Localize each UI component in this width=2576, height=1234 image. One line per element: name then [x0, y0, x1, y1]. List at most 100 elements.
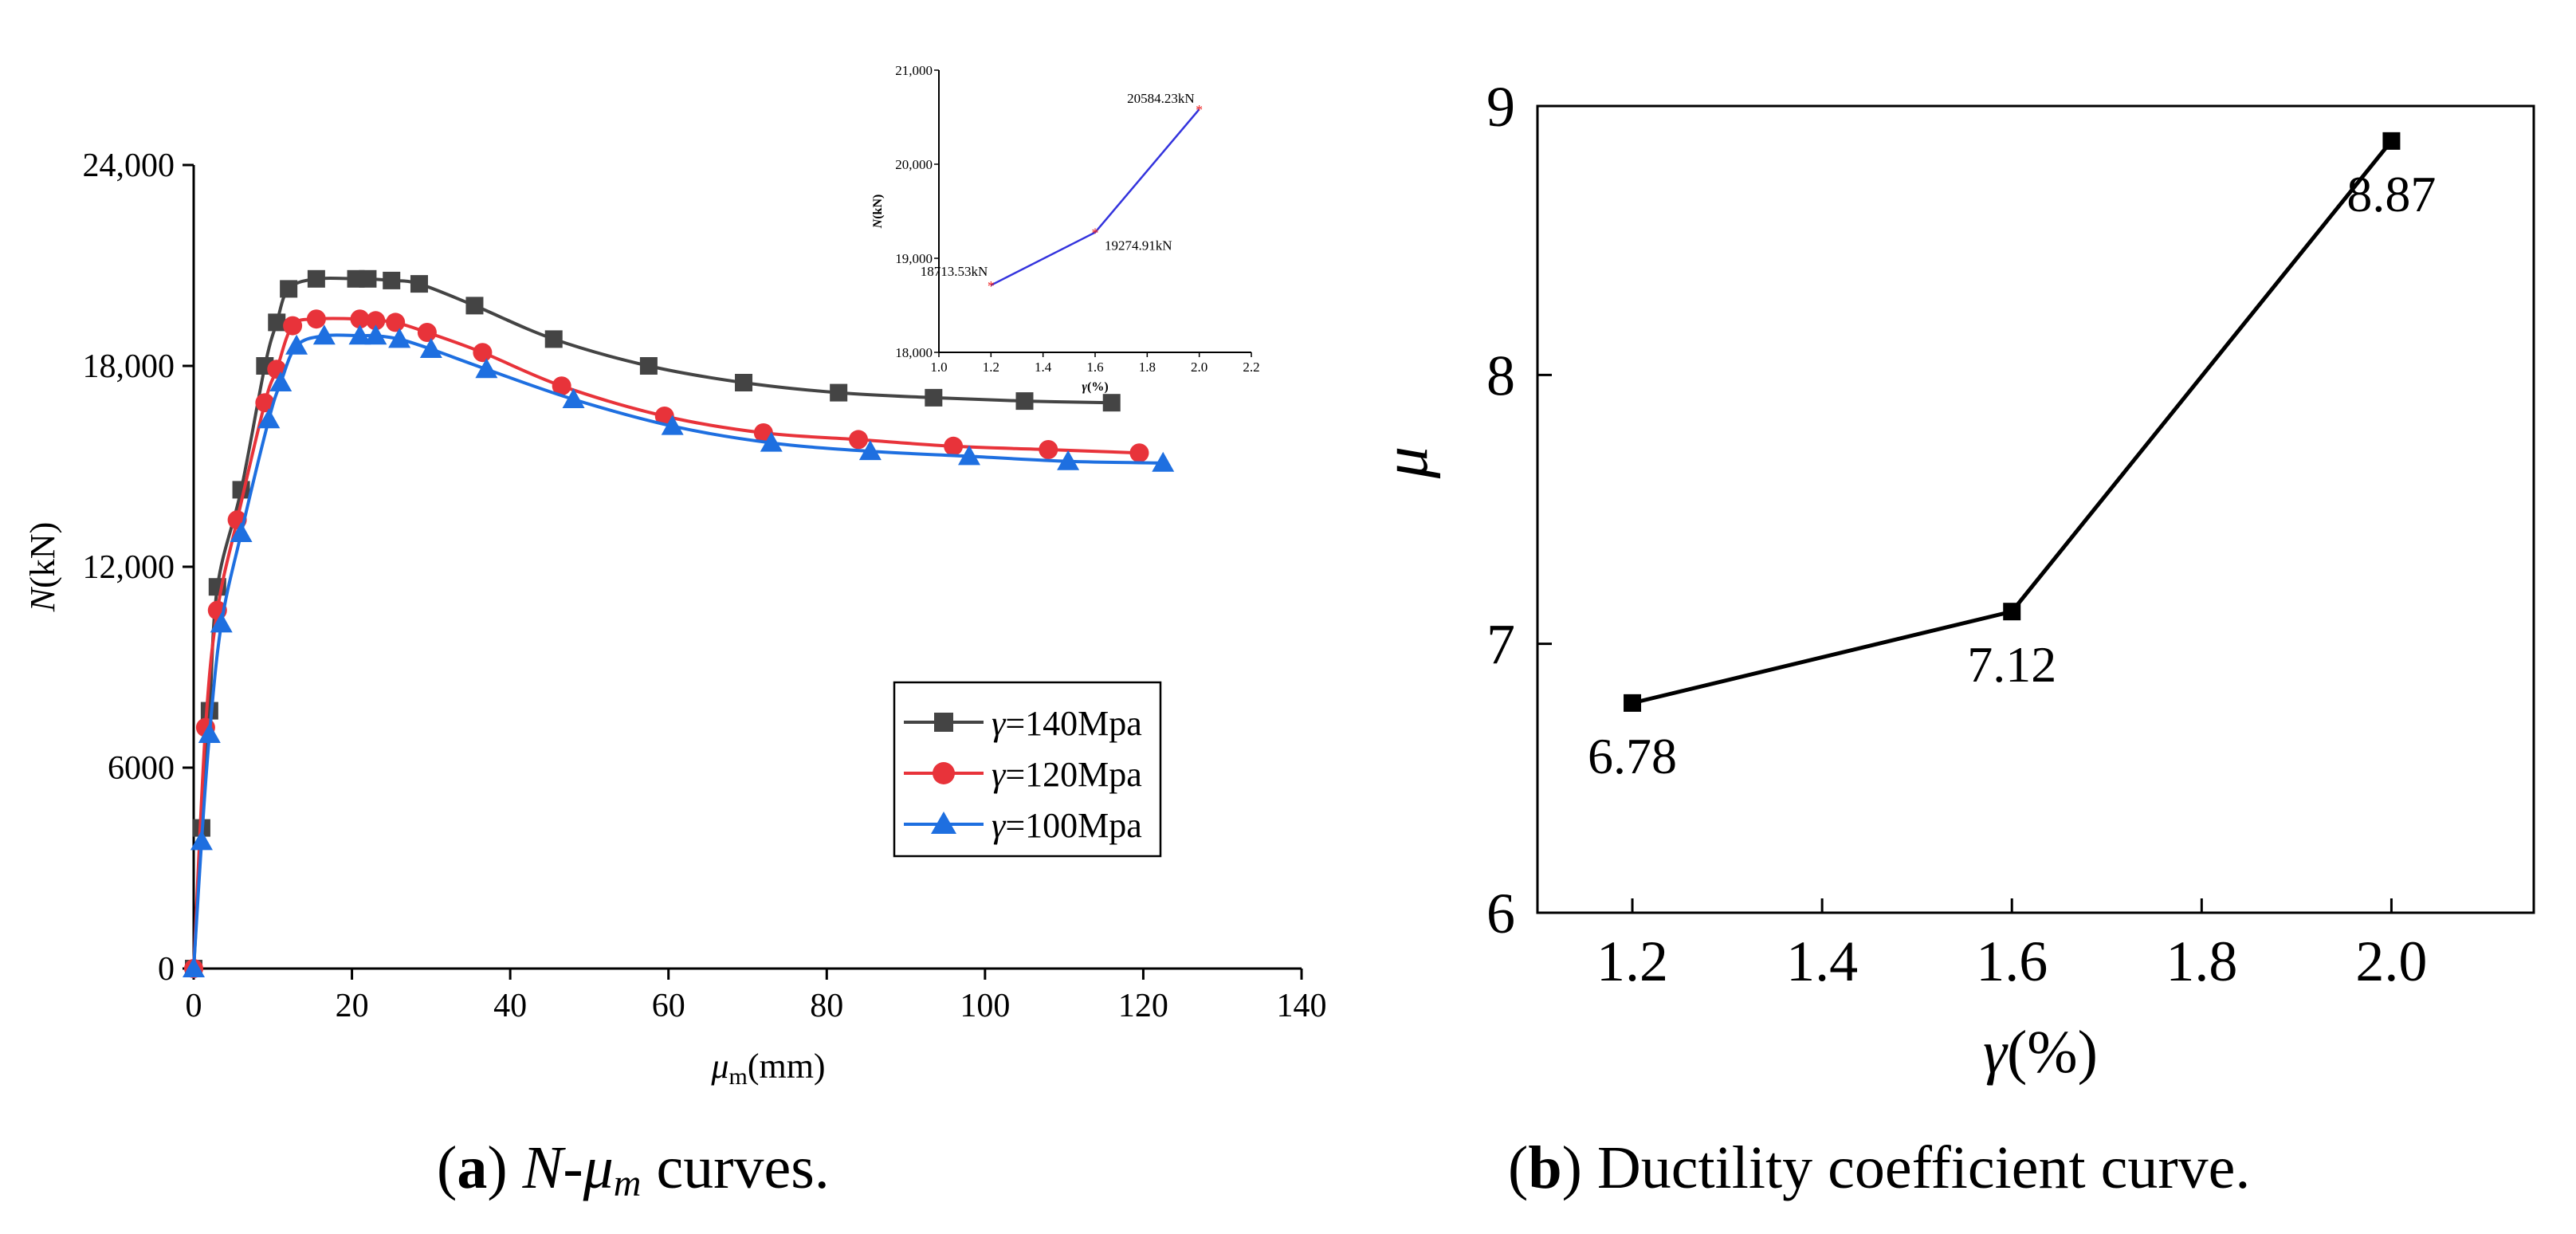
data-point-square	[465, 297, 484, 315]
caption-a-var: N-μ	[522, 1134, 614, 1201]
panel-b-x-tick-label: 2.0	[2355, 929, 2427, 993]
panel-b-x-label: γ(%)	[1983, 1019, 2098, 1086]
data-point-square	[307, 269, 325, 288]
data-point-triangle	[958, 445, 980, 466]
inset-data-label: 18713.53kN	[921, 264, 988, 279]
data-point-circle	[849, 430, 868, 450]
inset-data-point: *	[1092, 226, 1099, 242]
panel-b-x-tick-label: 1.8	[2166, 929, 2237, 993]
data-point-triangle	[562, 388, 585, 408]
data-point-circle	[350, 309, 370, 329]
panel-b-y-label: μ	[1371, 446, 1441, 479]
panel-a-x-tick-label: 120	[1118, 988, 1168, 1024]
panel-a-x-label-unit: (mm)	[748, 1047, 826, 1086]
data-point-circle	[1039, 440, 1058, 459]
panel-a-chart: 0 20 40 60 80 100 120 140 0 6000 12,000 18,000 24,0…	[23, 63, 1327, 1205]
inset-x-tick-label: 2.2	[1243, 360, 1259, 375]
data-point-square	[1102, 394, 1121, 412]
panel-b-frame	[1536, 104, 2535, 914]
legend-entry-140: γ=140Mpa	[904, 704, 1142, 743]
legend-label-120: γ=120Mpa	[992, 755, 1142, 794]
data-point-triangle	[858, 440, 882, 461]
legend-entry-100: γ=100Mpa	[904, 806, 1142, 845]
panel-b-data-point	[2382, 132, 2401, 150]
panel-b-data-point	[2003, 603, 2021, 621]
caption-b-text: Ductility coefficient curve.	[1582, 1134, 2251, 1201]
data-point-triangle	[419, 338, 442, 358]
legend-marker-circle	[933, 762, 955, 784]
inset-y-tick-label: 19,000	[895, 251, 933, 266]
data-point-square	[410, 275, 428, 293]
caption-b: (b) Ductility coefficient curve.	[1508, 1134, 2250, 1201]
inset-y-label: N(kN)	[871, 195, 885, 230]
data-point-square	[359, 269, 377, 288]
legend-label-100: γ=100Mpa	[992, 806, 1142, 845]
data-point-circle	[366, 311, 386, 331]
data-point-square	[735, 374, 753, 391]
panel-a-x-label-var: μ	[710, 1047, 728, 1086]
panel-a-x-tick-label: 60	[652, 988, 685, 1024]
inset-x-tick-label: 1.4	[1035, 360, 1052, 375]
data-point-square	[830, 383, 848, 402]
inset-data-point: *	[988, 278, 995, 294]
panel-a-y-tick-label: 18,000	[83, 348, 175, 385]
panel-a-x-label-sub: m	[728, 1063, 747, 1090]
caption-a-sub: m	[614, 1162, 642, 1205]
data-point-square	[383, 271, 401, 289]
data-point-triangle	[210, 612, 233, 633]
inset-data-label: 19274.91kN	[1105, 238, 1172, 253]
caption-a-text: curves.	[641, 1134, 829, 1201]
panel-a-x-tick-label: 20	[336, 988, 369, 1024]
inset-data-point: *	[1196, 102, 1203, 118]
panel-a-x-tick-label: 140	[1277, 988, 1327, 1024]
data-point-square	[280, 280, 298, 298]
panel-b-data-point	[1624, 694, 1642, 712]
data-point-square	[268, 313, 286, 332]
panel-a-x-tick-label: 0	[186, 988, 202, 1024]
data-point-circle	[473, 343, 493, 363]
panel-b-y-tick-label: 9	[1486, 75, 1515, 139]
data-point-circle	[417, 323, 437, 342]
data-point-triangle	[230, 522, 253, 542]
data-point-circle	[1129, 443, 1149, 463]
caption-b-label: b	[1528, 1134, 1561, 1201]
data-point-square	[925, 388, 943, 407]
data-point-square	[639, 357, 658, 375]
panel-a-x-label: μm(mm)	[710, 1047, 825, 1090]
panel-b-y-tick-label: 8	[1486, 344, 1515, 407]
inset-x-tick-label: 1.2	[983, 360, 999, 375]
panel-b-x-tick-label: 1.6	[1976, 929, 2048, 993]
panel-a-y-tick-label: 24,000	[83, 147, 175, 184]
panel-a-x-tick-label: 80	[810, 988, 843, 1024]
data-point-square	[1015, 392, 1034, 411]
data-point-circle	[306, 309, 326, 329]
panel-a-legend: γ=140Mpa γ=120Mpa γ=100Mpa	[893, 681, 1162, 858]
data-point-triangle	[1152, 451, 1175, 472]
panel-a-x-tick-label: 40	[493, 988, 527, 1024]
data-point-triangle	[190, 830, 213, 851]
panel-a-y-tick-label: 12,000	[83, 549, 175, 586]
inset-x-tick-label: 2.0	[1191, 360, 1208, 375]
inset-x-tick-label: 1.6	[1086, 360, 1103, 375]
data-point-triangle	[348, 324, 371, 345]
data-point-circle	[552, 376, 571, 396]
inset-y-tick-label: 18,000	[895, 345, 933, 360]
inset-x-tick-label: 1.8	[1139, 360, 1156, 375]
data-point-triangle	[760, 431, 783, 452]
inset-y-tick-label: 20,000	[895, 157, 933, 172]
data-point-circle	[255, 393, 275, 413]
data-point-triangle	[1057, 450, 1080, 470]
panel-a-y-label: N(kN)	[23, 522, 62, 612]
inset-x-label: γ(%)	[1082, 380, 1108, 394]
panel-a-y-label-unit: (kN)	[23, 522, 62, 588]
inset-x-tick-label: 1.0	[930, 360, 947, 375]
data-point-triangle	[285, 334, 308, 355]
panel-b-y-tick-label: 6	[1486, 882, 1515, 945]
panel-b-x-label-var: γ	[1983, 1019, 2009, 1086]
panel-b-data-label: 6.78	[1588, 728, 1677, 784]
panel-b-data-label: 8.87	[2346, 166, 2436, 222]
legend-entry-120: γ=120Mpa	[904, 755, 1142, 794]
series-line-0	[192, 276, 1112, 969]
data-point-triangle	[198, 723, 221, 743]
inset-data-label: 20584.23kN	[1127, 91, 1195, 106]
